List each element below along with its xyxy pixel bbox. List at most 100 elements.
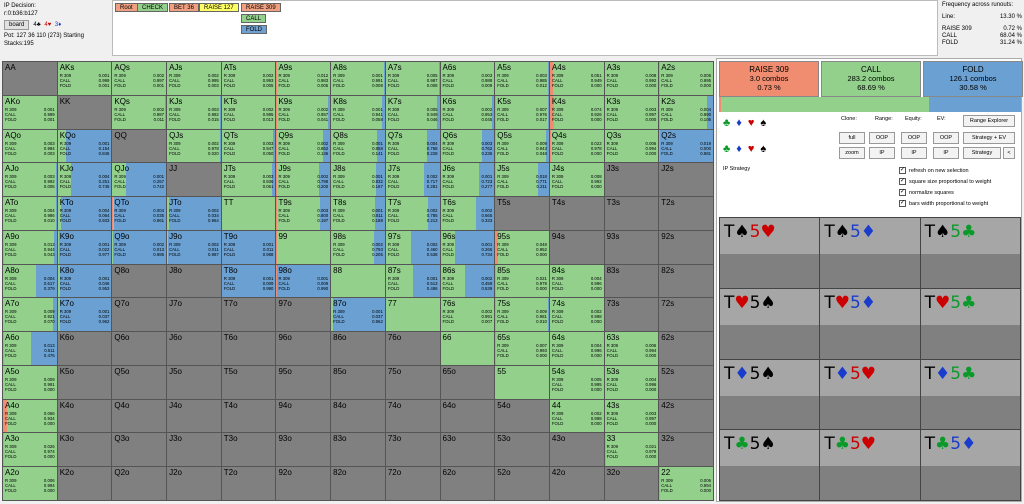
hand-cell[interactable]: 73o: [385, 433, 440, 467]
hand-cell[interactable]: 94o: [276, 399, 331, 433]
checkbox-check-icon[interactable]: ✓: [899, 200, 906, 207]
action-node-check[interactable]: CHECK: [137, 3, 169, 12]
hand-cell[interactable]: K3o: [57, 433, 112, 467]
hand-cell[interactable]: Q4s R 309 0.022 CALL 0.978 FOLD 0.000: [549, 129, 604, 163]
action-node-raise-127[interactable]: RAISE 127: [199, 3, 239, 12]
hand-cell[interactable]: 82s: [659, 264, 713, 298]
hand-cell[interactable]: J9o R 309 0.002 CALL 0.011 FOLD 0.987: [167, 230, 221, 264]
hand-cell[interactable]: JTs R 309 0.003 CALL 0.936 FOLD 0.061: [221, 163, 276, 197]
hand-cell[interactable]: 97s R 309 0.002 CALL 0.460 FOLD 0.538: [385, 230, 440, 264]
hand-cell[interactable]: 63o: [440, 433, 495, 467]
hand-cell[interactable]: KQo R 309 0.001 CALL 0.154 FOLD 0.845: [57, 129, 112, 163]
hand-cell[interactable]: K6o: [57, 332, 112, 365]
hand-cell[interactable]: 74o: [385, 399, 440, 433]
hand-cell[interactable]: JJ: [167, 163, 221, 197]
equity-ip-button[interactable]: IP: [901, 147, 927, 159]
hand-cell[interactable]: 65s R 309 0.007 CALL 0.993 FOLD 0.000: [495, 332, 549, 365]
option-checkbox[interactable]: ✓ refresh on new selection: [899, 167, 969, 174]
hand-cell[interactable]: Q2o: [112, 467, 167, 500]
runout-board[interactable]: T♥5♦: [820, 288, 920, 359]
strategy-ev-button[interactable]: Strategy + EV: [963, 132, 1015, 144]
hand-cell[interactable]: J3o: [167, 433, 221, 467]
runout-board[interactable]: T♥5♠: [720, 288, 820, 359]
hand-cell[interactable]: 88: [331, 264, 385, 298]
hand-cell[interactable]: 53o: [495, 433, 549, 467]
hand-cell[interactable]: Q5o: [112, 365, 167, 399]
hand-cell[interactable]: A6s R 309 0.003 CALL 0.988 FOLD 0.009: [440, 62, 495, 95]
hand-cell[interactable]: T4o: [221, 399, 276, 433]
hand-cell[interactable]: T7o: [221, 298, 276, 332]
ev-oop-button[interactable]: OOP: [933, 132, 959, 144]
action-node-fold[interactable]: FOLD: [241, 25, 268, 34]
runout-board[interactable]: T♦5♣: [920, 359, 1020, 430]
hand-cell[interactable]: Q8o: [112, 264, 167, 298]
hand-cell[interactable]: QTo R 309 0.004 CALL 0.035 FOLD 0.961: [112, 197, 167, 230]
hand-cell[interactable]: 65o: [440, 365, 495, 399]
hand-cell[interactable]: 52o: [495, 467, 549, 500]
hand-cell[interactable]: 22 R 309 0.006 CALL 0.994 FOLD 0.000: [659, 467, 713, 500]
hand-cell[interactable]: J7s R 309 0.002 CALL 0.717 FOLD 0.281: [385, 163, 440, 197]
hand-cell[interactable]: J2s: [659, 163, 713, 197]
suit-filter-icon[interactable]: ♠: [760, 143, 767, 155]
hand-cell[interactable]: KJs R 309 0.003 CALL 0.982 FOLD 0.015: [167, 95, 221, 129]
hand-cell[interactable]: QJs R 309 0.002 CALL 0.978 FOLD 0.020: [167, 129, 221, 163]
hand-cell[interactable]: 95o: [276, 365, 331, 399]
runout-board[interactable]: T♣5♥: [820, 430, 920, 500]
hand-cell[interactable]: A7o R 309 0.009 CALL 0.921 FOLD 0.070: [3, 298, 57, 332]
hand-cell[interactable]: QQ: [112, 129, 167, 163]
hand-cell[interactable]: A7s R 309 0.005 CALL 0.987 FOLD 0.008: [385, 62, 440, 95]
hand-cell[interactable]: T2o: [221, 467, 276, 500]
hand-cell[interactable]: 33 R 309 0.021 CALL 0.979 FOLD 0.000: [604, 433, 659, 467]
hand-cell[interactable]: Q9s R 309 0.002 CALL 0.862 FOLD 0.136: [276, 129, 331, 163]
hand-cell[interactable]: QJo R 309 0.001 CALL 0.257 FOLD 0.742: [112, 163, 167, 197]
hand-cell[interactable]: A3o R 309 0.026 CALL 0.974 FOLD 0.000: [3, 433, 57, 467]
hand-cell[interactable]: T3s: [604, 197, 659, 230]
hand-cell[interactable]: T5o: [221, 365, 276, 399]
hand-cell[interactable]: 93o: [276, 433, 331, 467]
option-checkbox[interactable]: ✓ square size proportional to weight: [899, 178, 991, 185]
hand-cell[interactable]: J9s R 309 0.002 CALL 0.798 FOLD 0.200: [276, 163, 331, 197]
hand-cell[interactable]: 54o: [495, 399, 549, 433]
hand-cell[interactable]: 92s: [659, 230, 713, 264]
hand-cell[interactable]: T7s R 309 0.002 CALL 0.785 FOLD 0.213: [385, 197, 440, 230]
hand-cell[interactable]: Q7o: [112, 298, 167, 332]
hand-cell[interactable]: 99: [276, 230, 331, 264]
hand-cell[interactable]: 85s R 309 0.021 CALL 0.979 FOLD 0.000: [495, 264, 549, 298]
hand-cell[interactable]: AJo R 309 0.003 CALL 0.992 FOLD 0.005: [3, 163, 57, 197]
hand-cell[interactable]: KTo R 309 0.004 CALL 0.064 FOLD 0.933: [57, 197, 112, 230]
suit-filter-icon[interactable]: ♣: [723, 117, 731, 129]
ev-ip-button[interactable]: IP: [933, 147, 959, 159]
hand-cell[interactable]: JTo R 309 0.002 CALL 0.034 FOLD 0.964: [167, 197, 221, 230]
hand-cell[interactable]: J4s R 309 0.008 CALL 0.992 FOLD 0.000: [549, 163, 604, 197]
hand-cell[interactable]: T4s: [549, 197, 604, 230]
runout-board[interactable]: T♣5♦: [920, 430, 1020, 500]
hand-cell[interactable]: 32o: [604, 467, 659, 500]
summary-raise-309[interactable]: RAISE 309 3.0 combos 0.73 %: [719, 61, 819, 97]
hand-cell[interactable]: 53s R 309 0.004 CALL 0.996 FOLD 0.000: [604, 365, 659, 399]
option-checkbox[interactable]: ✓ bars width proportional to weight: [899, 200, 988, 207]
hand-cell[interactable]: J6o: [167, 332, 221, 365]
hand-cell[interactable]: 86s R 309 0.002 CALL 0.459 FOLD 0.539: [440, 264, 495, 298]
full-button[interactable]: full: [839, 132, 865, 144]
runout-board[interactable]: T♠5♥: [720, 218, 820, 288]
hand-cell[interactable]: J2o: [167, 467, 221, 500]
hand-cell[interactable]: 92o: [276, 467, 331, 500]
hand-cell[interactable]: 64s R 309 0.004 CALL 0.996 FOLD 0.000: [549, 332, 604, 365]
hand-cell[interactable]: J5s R 309 0.018 CALL 0.771 FOLD 0.211: [495, 163, 549, 197]
hand-cell[interactable]: 83o: [331, 433, 385, 467]
suit-filter-icon[interactable]: ♠: [760, 117, 767, 129]
hand-cell[interactable]: ATo R 309 0.004 CALL 0.986 FOLD 0.010: [3, 197, 57, 230]
suit-filter-icon[interactable]: ♦: [736, 143, 742, 155]
hand-cell[interactable]: A3s R 309 0.008 CALL 0.992 FOLD 0.000: [604, 62, 659, 95]
equity-oop-button[interactable]: OOP: [901, 132, 927, 144]
hand-cell[interactable]: J7o: [167, 298, 221, 332]
range-ip-button[interactable]: IP: [869, 147, 895, 159]
hand-cell[interactable]: 87o R 309 0.001 CALL 0.037 FOLD 0.962: [331, 298, 385, 332]
hand-cell[interactable]: 62s: [659, 332, 713, 365]
hand-cell[interactable]: A4s R 309 0.051 CALL 0.949 FOLD 0.000: [549, 62, 604, 95]
hand-cell[interactable]: K4s R 309 0.074 CALL 0.926 FOLD 0.000: [549, 95, 604, 129]
option-checkbox[interactable]: ✓ normalize squares: [899, 189, 954, 196]
hand-cell[interactable]: 75s R 309 0.009 CALL 0.981 FOLD 0.010: [495, 298, 549, 332]
runout-board[interactable]: T♣5♠: [720, 430, 820, 500]
hand-cell[interactable]: 95s R 309 0.048 CALL 0.952 FOLD 0.000: [495, 230, 549, 264]
